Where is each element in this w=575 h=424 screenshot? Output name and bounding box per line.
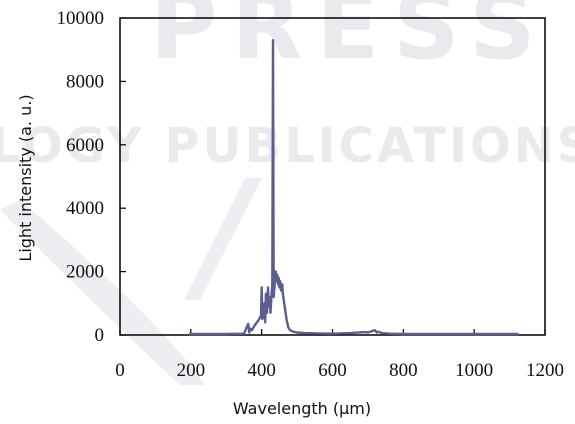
y-axis-label: Light intensity (a. u.) — [16, 94, 35, 261]
series-line — [189, 39, 519, 336]
x-tick-label: 800 — [389, 360, 418, 381]
y-tick-label: 2000 — [66, 262, 104, 283]
x-tick-label: 200 — [177, 360, 206, 381]
x-tick-label: 1000 — [455, 360, 493, 381]
y-tick-label: 4000 — [66, 198, 104, 219]
y-tick-label: 0 — [95, 325, 105, 346]
axes: 0 200 400 600 800 1000 1200 0 2000 4000 6000 8000 10… — [57, 8, 565, 381]
x-tick-label: 0 — [115, 360, 125, 381]
series-layer — [189, 39, 519, 336]
watermark: PRESS LOGY PUBLICATIONS — [0, 0, 575, 385]
y-tick-label: 6000 — [66, 135, 104, 156]
y-tick-label: 10000 — [57, 8, 105, 29]
watermark-text-1: PRESS — [150, 0, 550, 80]
watermark-slash — [184, 178, 262, 300]
x-tick-label: 1200 — [526, 360, 564, 381]
y-tick-label: 8000 — [66, 71, 104, 92]
x-tick-label: 400 — [247, 360, 276, 381]
x-tick-label: 600 — [318, 360, 347, 381]
watermark-swoosh — [0, 200, 205, 385]
watermark-text-2: LOGY PUBLICATIONS — [0, 118, 575, 174]
x-axis-label: Wavelength (µm) — [233, 399, 371, 418]
